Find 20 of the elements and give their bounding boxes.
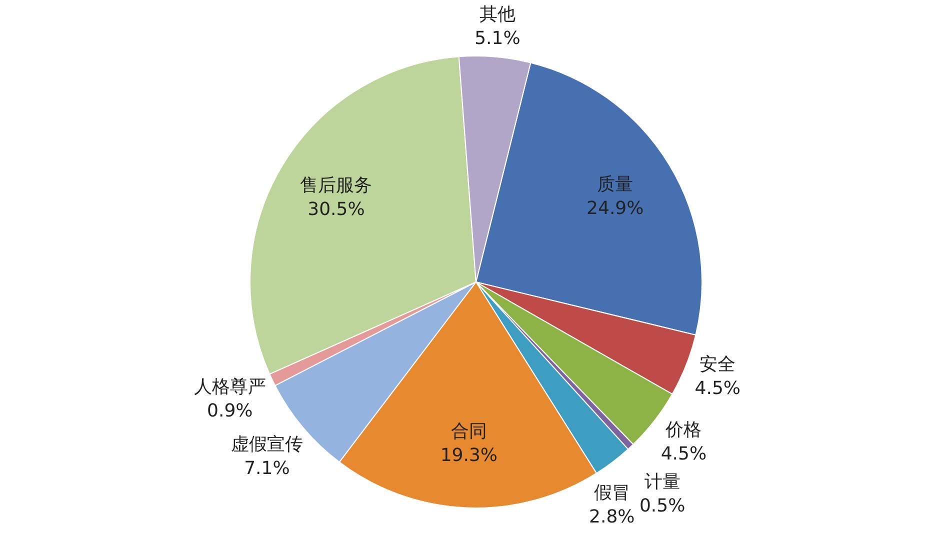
data-label: 0.9%: [207, 400, 253, 422]
data-label: 2.8%: [589, 506, 635, 528]
data-label: 0.5%: [639, 495, 686, 516]
slice-label: 安全: [700, 354, 736, 376]
data-label: 4.5%: [694, 378, 741, 400]
data-label: 7.1%: [244, 458, 290, 479]
slice-label: 计量: [644, 471, 680, 492]
data-label: 5.1%: [474, 28, 520, 50]
slice-label: 虚假宣传: [230, 434, 303, 455]
slice-label: 人格尊严: [194, 376, 266, 398]
slice-label: 其他: [479, 4, 516, 26]
slice-label: 价格: [664, 420, 702, 441]
slice-label: 合同: [450, 420, 487, 442]
data-label: 24.9%: [586, 198, 644, 219]
data-label: 19.3%: [440, 444, 498, 466]
slice-label: 假冒: [594, 482, 630, 504]
slice-label: 售后服务: [300, 174, 372, 196]
data-label: 4.5%: [660, 444, 707, 465]
slice-label: 质量: [597, 174, 634, 195]
data-label: 30.5%: [308, 198, 365, 220]
